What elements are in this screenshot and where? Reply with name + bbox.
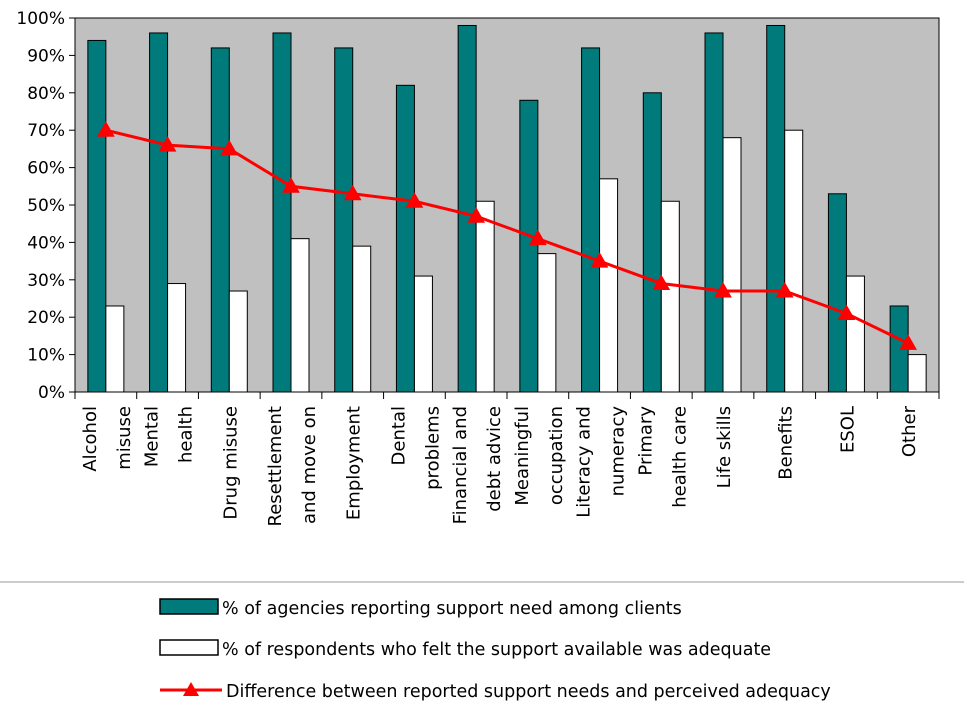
difference-line	[105, 128, 909, 345]
bar-support-adequate	[660, 200, 680, 393]
x-category-label: Life skills	[714, 406, 735, 488]
legend-label: % of respondents who felt the support av…	[222, 640, 771, 660]
y-tick-label: 70%	[27, 121, 65, 141]
y-tick-label: 20%	[27, 308, 65, 328]
bar-support-need	[87, 39, 107, 393]
y-tick-label: 10%	[27, 346, 65, 366]
bar-support-adequate	[413, 275, 433, 393]
difference-point	[96, 121, 115, 137]
difference-point	[899, 334, 918, 350]
line-series	[96, 121, 918, 350]
legend-swatch	[159, 639, 219, 656]
bar-support-adequate	[228, 290, 248, 393]
difference-point	[282, 177, 300, 193]
x-category-label: Resettlement	[265, 406, 286, 527]
y-tick-label: 60%	[27, 159, 65, 179]
x-category-label: Alcohol	[80, 406, 101, 472]
x-category-label: problems	[422, 406, 443, 490]
y-tick-label: 40%	[27, 233, 65, 253]
x-category-label: Other	[899, 405, 920, 457]
bar-support-adequate	[290, 238, 310, 393]
x-category-label: occupation	[546, 406, 567, 505]
difference-point	[343, 184, 362, 201]
bar-support-need	[766, 24, 786, 393]
y-tick-label: 0%	[38, 383, 65, 403]
y-tick-label: 100%	[16, 9, 65, 29]
difference-point	[837, 304, 856, 320]
bar-support-need	[519, 99, 539, 393]
bar-support-need	[272, 32, 292, 393]
difference-point	[714, 282, 732, 298]
x-category-label: Primary	[635, 406, 656, 476]
x-category-label: Literacy and	[574, 406, 595, 518]
difference-point	[528, 229, 547, 246]
bar-support-adequate	[784, 129, 804, 393]
x-category-label: Financial and	[450, 406, 471, 524]
difference-point	[158, 136, 177, 152]
bar-support-need	[704, 32, 724, 393]
x-category-label: Meaningful	[512, 406, 533, 506]
x-category-label: Employment	[344, 406, 365, 520]
bar-support-adequate	[599, 178, 619, 393]
legend-label: Difference between reported support need…	[226, 682, 831, 702]
x-category-label: health	[176, 406, 197, 463]
y-axis: 0% 10% 20% 30% 40% 50% 60% 70% 80% 90% 100%	[16, 9, 76, 403]
difference-point	[467, 207, 486, 223]
bar-support-need	[149, 32, 169, 393]
difference-point	[652, 274, 671, 291]
y-tick-label: 80%	[27, 84, 65, 104]
difference-point	[775, 282, 794, 298]
difference-point	[590, 252, 609, 268]
y-tick-label: 50%	[27, 196, 65, 216]
bar-support-adequate	[907, 354, 927, 393]
bar-support-adequate	[167, 283, 187, 393]
y-tick-label: 30%	[27, 271, 65, 291]
x-category-label: misuse	[114, 406, 135, 470]
difference-point	[405, 192, 424, 208]
x-category-label: Benefits	[776, 406, 797, 480]
bar-support-adequate	[105, 305, 125, 393]
legend-label: % of agencies reporting support need amo…	[222, 599, 682, 619]
x-axis-labels: Alcohol misuse Mental health Drug misuse Rese…	[74, 392, 940, 527]
plot-area	[74, 17, 940, 393]
x-category-label: ESOL	[837, 406, 858, 453]
x-category-label: health care	[669, 406, 690, 508]
legend-swatch	[159, 598, 219, 615]
x-category-label: and move on	[299, 406, 320, 524]
x-category-label: Drug misuse	[220, 406, 241, 520]
bar-support-adequate	[352, 245, 372, 393]
bar-support-need	[581, 47, 601, 393]
bar-support-need	[827, 193, 847, 393]
x-category-label: Dental	[388, 406, 409, 465]
x-category-label: numeracy	[608, 406, 629, 497]
bar-support-need	[395, 84, 415, 393]
bar-support-adequate	[722, 137, 742, 393]
bar-support-adequate	[475, 200, 495, 393]
bar-support-adequate	[537, 253, 557, 393]
bar-support-need	[334, 47, 354, 393]
legend: % of agencies reporting support need amo…	[159, 598, 831, 702]
bars	[87, 24, 927, 393]
y-tick-label: 90%	[27, 46, 65, 66]
x-category-label: Mental	[142, 406, 163, 467]
bar-support-need	[210, 47, 230, 393]
bar-support-adequate	[845, 275, 865, 393]
bar-support-need	[457, 24, 477, 393]
legend-marker	[183, 682, 199, 696]
difference-point	[220, 139, 239, 156]
x-category-label: debt advice	[484, 406, 505, 512]
bar-support-need	[642, 92, 662, 393]
